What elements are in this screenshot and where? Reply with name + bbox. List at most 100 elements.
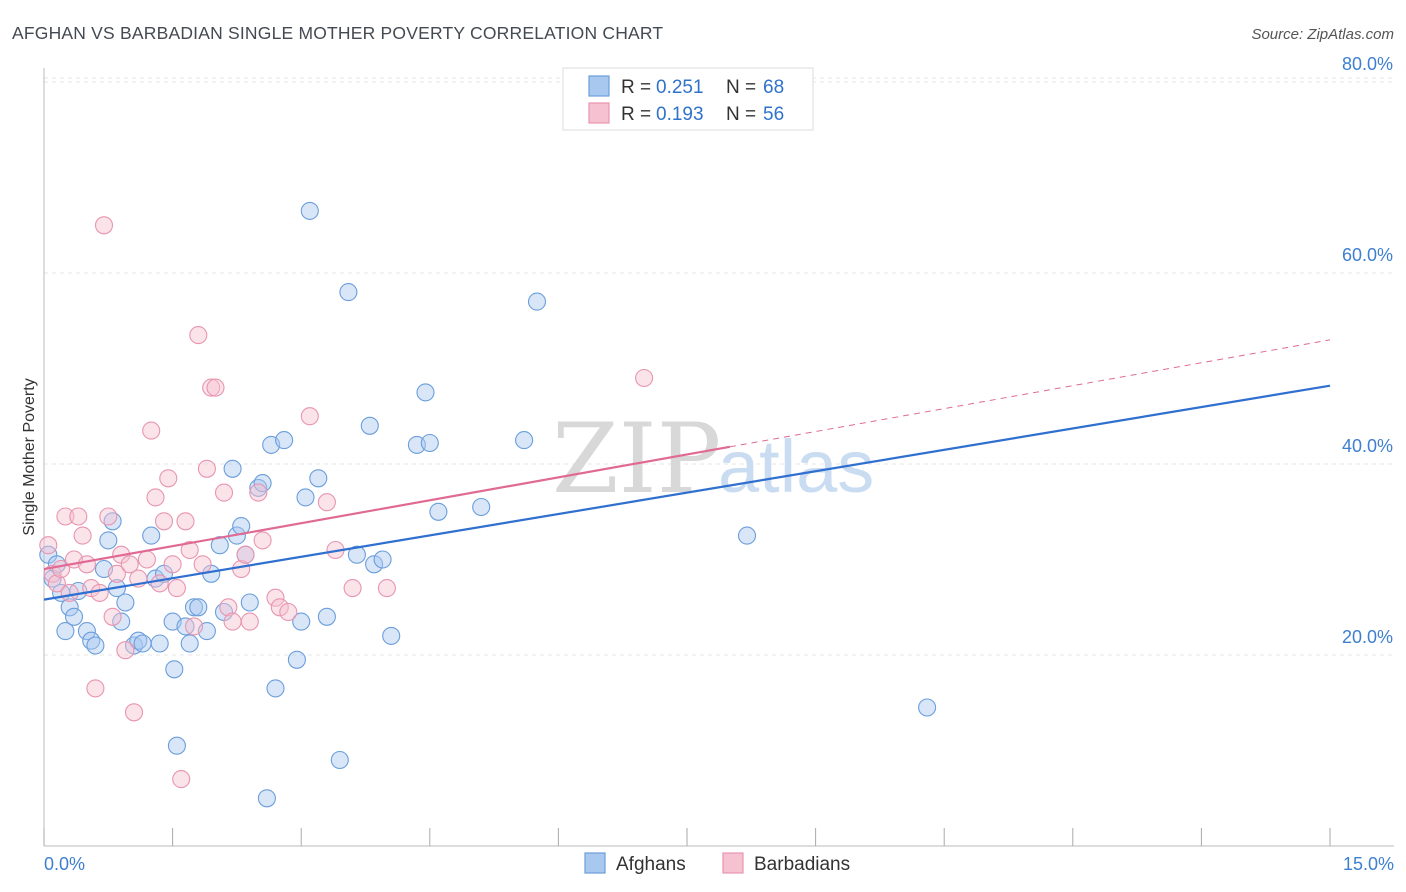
- x-tick-marks: [43, 828, 1331, 846]
- series-afghans: [39, 201, 937, 808]
- data-point: [180, 634, 199, 653]
- y-tick-label: 40.0%: [1342, 436, 1393, 456]
- data-point: [416, 383, 435, 402]
- x-tick-label-min: 0.0%: [44, 854, 85, 874]
- data-point: [86, 636, 105, 655]
- data-point: [116, 593, 135, 612]
- data-point: [257, 789, 276, 808]
- data-point: [219, 598, 238, 617]
- trendline-extension-barbadians: [729, 339, 1331, 448]
- data-point: [47, 574, 66, 593]
- data-point: [184, 617, 204, 636]
- data-point: [275, 431, 294, 450]
- data-point: [236, 545, 255, 564]
- data-point: [309, 469, 328, 488]
- data-point: [193, 555, 212, 574]
- trendline-barbadians: [43, 445, 731, 571]
- bottom-legend-swatch-afghans: [584, 852, 606, 874]
- data-point: [60, 583, 79, 602]
- data-point: [296, 488, 315, 507]
- legend-r-label-barbadians: R =: [621, 104, 651, 125]
- bottom-legend-label-barbadians: Barbadians: [754, 854, 850, 875]
- data-point: [202, 378, 221, 397]
- data-point: [73, 526, 92, 545]
- watermark-zip: ZIP: [552, 403, 721, 515]
- data-point: [270, 598, 289, 617]
- data-point: [116, 641, 135, 660]
- data-point: [103, 607, 122, 626]
- data-point: [137, 550, 156, 569]
- y-tick-label: 20.0%: [1342, 627, 1393, 647]
- data-point: [343, 579, 362, 598]
- y-tick-label: 60.0%: [1342, 245, 1393, 265]
- data-point: [635, 368, 654, 388]
- data-point: [360, 416, 379, 435]
- data-point: [112, 612, 131, 631]
- data-point: [206, 378, 225, 397]
- chart-source: Source: ZipAtlas.com: [1251, 26, 1394, 43]
- data-point: [382, 626, 401, 645]
- data-point: [107, 564, 126, 583]
- data-point: [472, 497, 491, 517]
- legend-r-value-barbadians: 0.193: [656, 104, 704, 125]
- legend-n-value-barbadians: 56: [763, 104, 784, 125]
- data-point: [300, 407, 319, 426]
- data-point: [64, 607, 84, 626]
- data-point: [429, 502, 448, 521]
- data-point: [77, 622, 96, 641]
- data-point: [43, 564, 62, 583]
- data-point: [287, 650, 306, 669]
- data-point: [60, 598, 79, 617]
- data-point: [339, 283, 358, 302]
- data-point: [266, 679, 285, 698]
- data-point: [189, 326, 208, 345]
- data-point: [365, 555, 384, 574]
- data-point: [150, 574, 169, 593]
- data-point: [737, 526, 757, 545]
- data-point: [172, 770, 191, 789]
- data-point: [133, 634, 152, 653]
- watermark: ZIP atlas: [552, 403, 874, 515]
- data-point: [347, 545, 366, 564]
- data-point: [159, 469, 178, 488]
- legend-swatch-barbadians: [588, 102, 610, 124]
- legend-n-value-afghans: 68: [763, 77, 784, 98]
- y-axis-label: Single Mother Poverty: [21, 378, 38, 535]
- data-point: [99, 531, 118, 550]
- legend-r-value-afghans: 0.251: [656, 77, 704, 98]
- y-tick-label: 80.0%: [1342, 54, 1393, 74]
- data-point: [69, 507, 88, 526]
- data-point: [515, 431, 534, 450]
- data-point: [279, 602, 298, 622]
- data-point: [86, 679, 105, 698]
- bottom-legend: Afghans Barbadians: [584, 852, 850, 875]
- data-point: [373, 550, 392, 569]
- chart-title: AFGHAN VS BARBADIAN SINGLE MOTHER POVERT…: [12, 23, 663, 43]
- data-point: [223, 612, 242, 631]
- data-point: [150, 634, 169, 653]
- legend-r-label-afghans: R =: [621, 77, 651, 98]
- data-point: [240, 593, 259, 612]
- data-point: [176, 512, 195, 531]
- data-point: [77, 555, 96, 574]
- data-point: [918, 698, 937, 717]
- data-point: [163, 555, 182, 574]
- bottom-legend-label-afghans: Afghans: [616, 854, 686, 875]
- data-point: [184, 598, 204, 617]
- legend-n-label-barbadians: N =: [726, 104, 756, 125]
- data-point: [99, 507, 118, 526]
- data-point: [253, 474, 272, 493]
- data-point: [197, 459, 216, 478]
- legend: R = 0.251 N = 68 R = 0.193 N = 56: [562, 67, 814, 131]
- legend-swatch-afghans: [588, 75, 610, 97]
- data-point: [142, 526, 161, 545]
- data-point: [266, 588, 285, 607]
- data-point: [124, 703, 144, 722]
- data-point: [167, 736, 186, 755]
- data-point: [253, 531, 272, 550]
- bottom-legend-swatch-barbadians: [722, 852, 744, 874]
- data-point: [317, 607, 336, 626]
- data-point: [142, 421, 161, 440]
- data-point: [527, 292, 547, 311]
- data-point: [90, 583, 109, 602]
